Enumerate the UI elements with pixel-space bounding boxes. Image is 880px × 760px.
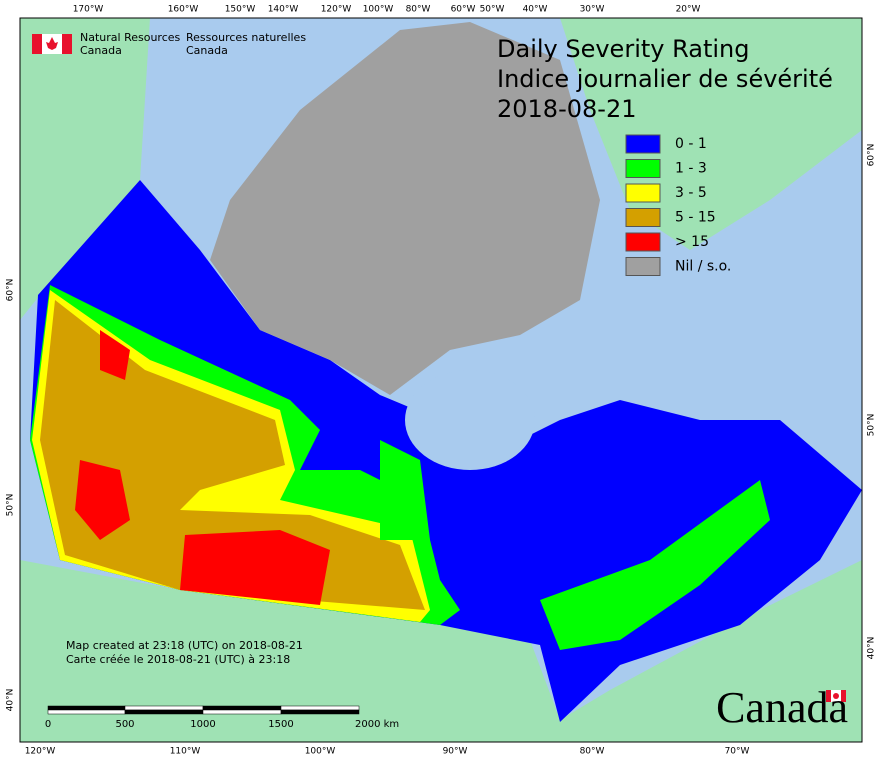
lon-label: 80°W: [406, 5, 431, 15]
lat-label: 40°N: [6, 689, 16, 712]
agency-en: Canada: [80, 44, 122, 57]
lon-label: 100°W: [305, 747, 336, 757]
scale-segment: [280, 709, 360, 715]
lon-label: 160°W: [168, 5, 199, 15]
lon-label: 60°W: [451, 5, 476, 15]
flag-bar: [32, 34, 42, 54]
legend-swatch: [625, 134, 661, 154]
zone-red: [75, 460, 130, 540]
flag-bar: [841, 690, 846, 702]
legend-swatch: [625, 232, 661, 252]
legend-swatch: [625, 183, 661, 203]
lon-label: 120°W: [321, 5, 352, 15]
scale-label: 1500: [268, 719, 293, 730]
lon-label: 40°W: [523, 5, 548, 15]
scale-label: 0: [45, 719, 51, 730]
wordmark: Canada: [716, 683, 848, 732]
lat-label: 60°N: [6, 279, 16, 302]
zone-orange: [40, 300, 425, 610]
hudson-bay: [405, 370, 535, 470]
lat-label: 50°N: [6, 494, 16, 517]
lon-label: 70°W: [725, 747, 750, 757]
flag-bar: [62, 34, 72, 54]
maple-leaf: [46, 37, 58, 50]
title-line: Indice journalier de sévérité: [497, 65, 833, 93]
map-note: Map created at 23:18 (UTC) on 2018-08-21: [66, 639, 303, 652]
lon-label: 120°W: [25, 747, 56, 757]
lon-label: 100°W: [363, 5, 394, 15]
legend-swatch: [625, 257, 661, 276]
scale-segment: [47, 705, 126, 711]
scale-segment: [202, 705, 282, 711]
legend-label: 5 - 15: [675, 210, 716, 226]
map-body: [19, 17, 863, 743]
agency-en: Natural Resources: [80, 31, 181, 44]
zone-red: [100, 330, 130, 380]
legend-swatch: [625, 159, 661, 178]
title-line: 2018-08-21: [497, 95, 636, 123]
scale-segment: [124, 705, 204, 711]
lon-label: 110°W: [170, 747, 201, 757]
lon-label: 150°W: [225, 5, 256, 15]
map-note: Carte créée le 2018-08-21 (UTC) à 23:18: [66, 653, 290, 666]
legend-label: 1 - 3: [675, 161, 707, 177]
lon-label: 90°W: [443, 747, 468, 757]
wordmark-flag: [826, 690, 846, 702]
lon-label: 80°W: [580, 747, 605, 757]
legend-label: > 15: [675, 234, 709, 250]
lon-label: 170°W: [73, 5, 104, 15]
scale-segment: [124, 709, 204, 715]
title-line: Daily Severity Rating: [497, 35, 749, 63]
scale-label: 2000 km: [355, 719, 399, 730]
scale-label: 500: [115, 719, 134, 730]
zone-red: [180, 530, 330, 605]
agency-fr: Ressources naturelles: [186, 31, 306, 44]
lon-label: 50°W: [480, 5, 505, 15]
logo: [32, 34, 72, 54]
scale-segment: [280, 705, 360, 711]
lon-label: 20°W: [676, 5, 701, 15]
arctic-nil: [210, 22, 600, 395]
scale-segment: [47, 709, 126, 715]
agency-fr: Canada: [186, 44, 228, 57]
zone-green: [540, 480, 770, 650]
lat-label: 60°N: [867, 144, 877, 167]
legend-label: 3 - 5: [675, 185, 707, 201]
scale-label: 1000: [190, 719, 215, 730]
legend-swatch: [625, 208, 661, 227]
alaska: [20, 18, 150, 320]
lat-label: 40°N: [867, 637, 877, 660]
lon-label: 140°W: [268, 5, 299, 15]
lon-label: 30°W: [580, 5, 605, 15]
flag-bar: [826, 690, 831, 702]
zone-green: [380, 440, 430, 540]
scale-segment: [202, 709, 282, 715]
lat-label: 50°N: [867, 414, 877, 437]
maple-leaf: [833, 693, 839, 699]
map-border: [19, 17, 863, 743]
legend-label: Nil / s.o.: [675, 259, 731, 275]
legend-label: 0 - 1: [675, 136, 707, 152]
usa: [20, 560, 862, 742]
